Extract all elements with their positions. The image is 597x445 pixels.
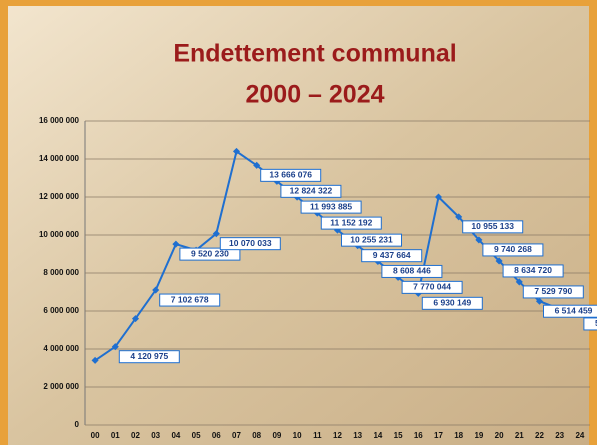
data-label: 13 666 076 xyxy=(269,170,312,180)
y-tick-label: 16 000 000 xyxy=(39,116,80,125)
x-tick-label: 07 xyxy=(232,431,241,440)
data-label: 8 608 446 xyxy=(393,266,431,276)
x-tick-label: 22 xyxy=(535,431,544,440)
x-tick-label: 23 xyxy=(555,431,564,440)
data-label: 10 255 231 xyxy=(350,234,393,244)
y-tick-label: 6 000 000 xyxy=(43,306,79,315)
x-tick-label: 15 xyxy=(394,431,403,440)
x-tick-label: 18 xyxy=(454,431,463,440)
data-label: 4 120 975 xyxy=(130,351,168,361)
x-tick-label: 19 xyxy=(474,431,483,440)
x-tick-label: 10 xyxy=(293,431,302,440)
data-label: 10 070 033 xyxy=(229,238,272,248)
x-tick-label: 01 xyxy=(111,431,120,440)
x-tick-label: 02 xyxy=(131,431,140,440)
x-tick-label: 17 xyxy=(434,431,443,440)
data-label: 10 955 133 xyxy=(471,221,514,231)
x-tick-label: 09 xyxy=(272,431,281,440)
y-tick-label: 10 000 000 xyxy=(39,230,80,239)
data-label: 9 437 664 xyxy=(373,250,411,260)
x-tick-label: 16 xyxy=(414,431,423,440)
chart: Endettement communal 2000 – 2024 0 2 000 … xyxy=(0,0,597,445)
x-tick-label: 11 xyxy=(313,431,322,440)
x-tick-label: 04 xyxy=(171,431,180,440)
x-tick-label: 24 xyxy=(575,431,584,440)
data-label: 12 824 322 xyxy=(290,186,333,196)
data-label: 6 514 459 xyxy=(555,305,593,315)
data-label: 11 152 192 xyxy=(330,217,372,227)
data-label: 7 770 044 xyxy=(413,282,451,292)
x-tick-label: 00 xyxy=(91,431,100,440)
y-tick-label: 0 xyxy=(75,420,80,429)
x-tick-label: 21 xyxy=(515,431,524,440)
x-tick-label: 06 xyxy=(212,431,221,440)
data-label: 9 740 268 xyxy=(494,244,532,254)
x-tick-label: 20 xyxy=(495,431,504,440)
data-label: 11 993 885 xyxy=(310,201,352,211)
frame-top xyxy=(0,0,597,6)
data-label: 7 102 678 xyxy=(171,294,209,304)
data-label: 7 529 790 xyxy=(534,286,572,296)
chart-subtitle: 2000 – 2024 xyxy=(245,81,384,109)
x-tick-label: 12 xyxy=(333,431,342,440)
y-tick-label: 8 000 000 xyxy=(43,268,79,277)
x-tick-label: 14 xyxy=(373,431,382,440)
x-tick-label: 05 xyxy=(192,431,201,440)
x-tick-label: 03 xyxy=(151,431,160,440)
y-tick-label: 4 000 000 xyxy=(43,344,79,353)
y-tick-label: 14 000 000 xyxy=(39,154,80,163)
page: Endettement communal 2000 – 2024 0 2 000 … xyxy=(0,0,597,445)
y-tick-label: 2 000 000 xyxy=(43,382,79,391)
chart-title: Endettement communal xyxy=(173,40,456,68)
data-label: 8 634 720 xyxy=(514,265,552,275)
y-tick-label: 12 000 000 xyxy=(39,192,80,201)
data-label: 6 930 149 xyxy=(433,298,471,308)
frame-left xyxy=(0,0,8,445)
x-tick-label: 08 xyxy=(252,431,261,440)
x-tick-label: 13 xyxy=(353,431,362,440)
frame-right xyxy=(589,0,597,445)
